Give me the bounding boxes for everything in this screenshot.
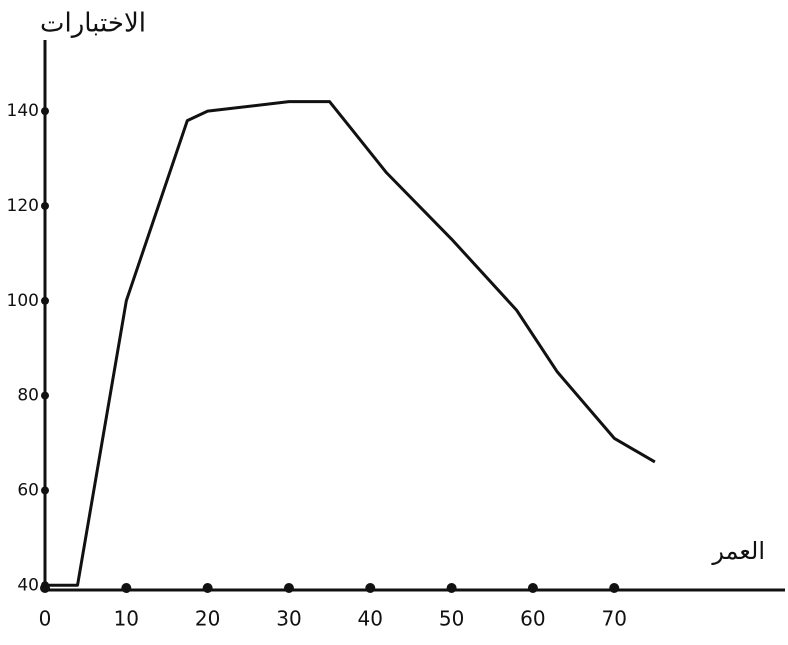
x-tick-mark <box>203 583 213 593</box>
x-tick-mark <box>609 583 619 593</box>
x-tick-label: 50 <box>439 607 464 631</box>
y-tick-label: 140 <box>7 101 39 121</box>
x-tick-mark <box>447 583 457 593</box>
x-tick-label: 30 <box>276 607 301 631</box>
x-tick-label: 40 <box>358 607 383 631</box>
y-tick-mark <box>41 392 49 400</box>
x-tick-label: 10 <box>114 607 139 631</box>
y-tick-label: 120 <box>7 196 39 216</box>
y-tick-mark <box>41 486 49 494</box>
y-tick-mark <box>41 107 49 115</box>
y-tick-label: 80 <box>17 386 39 406</box>
x-tick-label: 60 <box>520 607 545 631</box>
page: {"chart_data": {"type": "line", "x_label… <box>0 0 788 645</box>
x-tick-label: 0 <box>39 607 52 631</box>
y-tick-label: 100 <box>7 291 39 311</box>
data-line <box>45 102 655 586</box>
y-tick-label: 40 <box>17 575 39 595</box>
x-axis-title: العمر <box>711 537 765 565</box>
y-tick-label: 60 <box>17 480 39 500</box>
x-tick-mark <box>528 583 538 593</box>
x-tick-mark <box>121 583 131 593</box>
chart: الاختبارات العمر 40 60 80 100 120 140 0 10 20 30 4… <box>0 0 788 645</box>
y-tick-mark <box>41 202 49 210</box>
x-tick-label: 70 <box>602 607 627 631</box>
x-tick-mark <box>284 583 294 593</box>
x-tick-label: 20 <box>195 607 220 631</box>
y-axis-title: الاختبارات <box>40 9 146 39</box>
x-tick-mark <box>365 583 375 593</box>
y-tick-mark <box>41 297 49 305</box>
